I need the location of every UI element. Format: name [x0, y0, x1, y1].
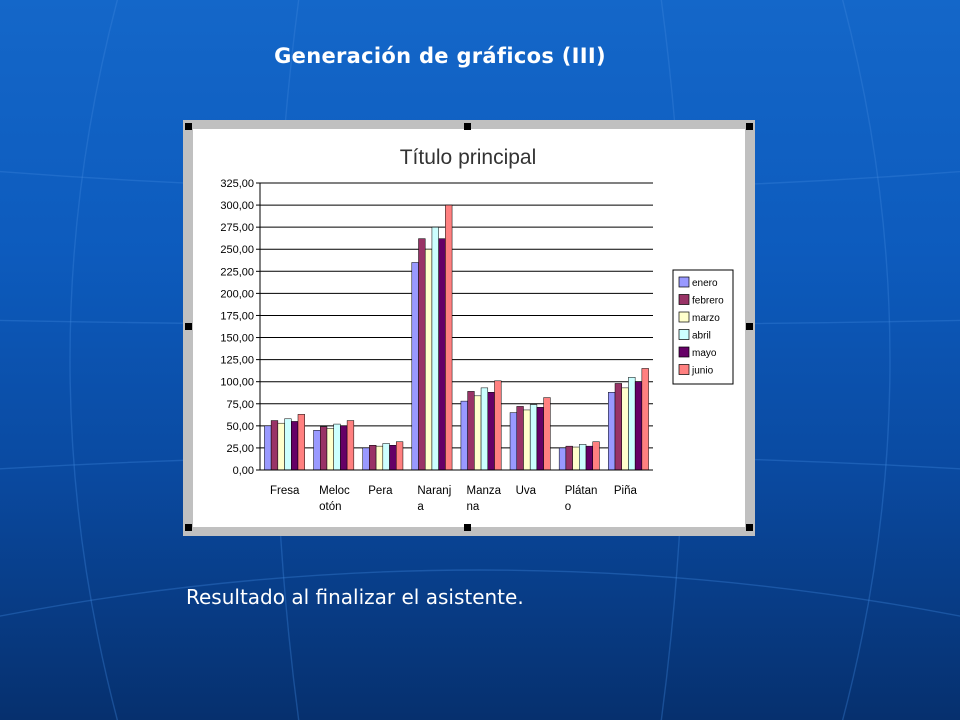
bar-mayo [340, 425, 348, 471]
legend-label-mayo: mayo [692, 348, 717, 359]
bar-mayo [487, 392, 495, 471]
bar-febrero [320, 426, 328, 471]
x-tick-label: Naranj [417, 485, 451, 497]
bar-febrero [369, 445, 377, 471]
y-tick-label: 275,00 [220, 222, 254, 234]
x-tick-label: Piña [614, 485, 638, 497]
bar-marzo [621, 387, 629, 471]
bar-chart[interactable]: Título principal 0,00 25,00 50,00 75,00 100,… [183, 120, 755, 536]
bar-abril [628, 377, 636, 471]
y-tick-label: 200,00 [220, 288, 254, 300]
y-tick-label: 125,00 [220, 355, 254, 367]
y-tick-label: 75,00 [226, 399, 254, 411]
x-tick-label: Uva [516, 485, 537, 497]
y-tick-label: 25,00 [226, 443, 254, 455]
y-tick-label: 50,00 [226, 421, 254, 433]
x-tick-label: Plátan [565, 485, 598, 497]
bar-mayo [389, 445, 397, 471]
x-tick-label: Pera [368, 485, 393, 497]
y-tick-label: 250,00 [220, 244, 254, 256]
bar-abril [284, 418, 292, 471]
bar-abril [382, 443, 390, 471]
y-axis-tick-labels: 0,00 25,00 50,00 75,00 100,00 125,00 150,00 175… [220, 178, 254, 477]
bar-mayo [634, 381, 643, 471]
bar-febrero [418, 238, 426, 471]
bar-abril [529, 404, 538, 471]
legend-label-marzo: marzo [692, 313, 720, 324]
x-tick-label: o [565, 501, 571, 513]
bar-marzo [375, 445, 384, 471]
legend-swatch-abril [678, 329, 690, 340]
bar-abril [480, 387, 489, 471]
legend-swatch-marzo [678, 311, 690, 323]
legend-swatch-enero [678, 276, 690, 288]
slide-title: Generación de gráficos (III) [274, 44, 606, 68]
y-tick-label: 0,00 [233, 465, 254, 477]
y-tick-label: 300,00 [220, 200, 254, 212]
bar-marzo [474, 395, 482, 471]
bar-enero [264, 425, 272, 471]
bar-marzo [523, 409, 531, 471]
bar-marzo [277, 422, 285, 471]
bar-abril [579, 444, 587, 471]
bar-junio [592, 441, 600, 471]
legend[interactable]: enero febrero marzo abril mayo junio [672, 269, 734, 385]
bar-febrero [270, 420, 279, 471]
bar-marzo [572, 446, 580, 471]
bar-junio [346, 420, 355, 471]
legend-label-enero: enero [692, 278, 718, 289]
x-tick-label: Manza [467, 485, 502, 497]
y-tick-label: 175,00 [220, 310, 254, 322]
legend-swatch-mayo [678, 346, 690, 358]
bar-junio [494, 380, 502, 471]
legend-swatch-junio [678, 364, 690, 375]
bar-febrero [565, 445, 573, 471]
bars [264, 204, 649, 471]
legend-swatch-febrero [678, 294, 690, 305]
chart-title: Título principal [400, 146, 537, 169]
y-tick-label: 100,00 [220, 377, 254, 389]
bar-febrero [467, 391, 475, 471]
bar-enero [608, 392, 616, 471]
bar-enero [411, 262, 419, 471]
bar-abril [431, 226, 439, 471]
bar-junio [297, 414, 305, 471]
selection-handles[interactable] [185, 123, 753, 531]
bar-mayo [536, 407, 544, 471]
gridlines [256, 182, 653, 471]
bar-febrero [516, 406, 524, 471]
bar-enero [460, 400, 468, 471]
bar-junio [641, 368, 649, 471]
slide-caption: Resultado al finalizar el asistente. [186, 585, 524, 609]
x-tick-label: otón [319, 501, 341, 513]
x-tick-label: Meloc [319, 485, 350, 497]
y-tick-label: 325,00 [220, 178, 254, 190]
bar-junio [445, 204, 453, 471]
y-tick-label: 225,00 [220, 266, 254, 278]
bar-mayo [438, 238, 446, 471]
bar-marzo [326, 428, 334, 471]
chart-container[interactable]: Título principal 0,00 25,00 50,00 75,00 100,… [183, 120, 755, 536]
bar-mayo [585, 445, 593, 471]
x-tick-label: a [417, 501, 424, 513]
legend-label-abril: abril [692, 331, 711, 342]
bar-febrero [614, 383, 622, 471]
legend-label-febrero: febrero [692, 296, 724, 307]
bar-enero [558, 447, 567, 471]
bar-abril [333, 423, 341, 471]
bar-enero [362, 447, 370, 471]
x-axis-tick-labels: Fresa Meloc otón Pera Naranj a Manza na Uva Pláta… [270, 485, 637, 513]
legend-label-junio: junio [691, 366, 714, 377]
y-tick-label: 150,00 [220, 333, 254, 345]
bar-enero [313, 430, 321, 471]
bar-junio [543, 397, 551, 471]
bar-enero [509, 412, 518, 471]
bar-junio [395, 441, 404, 471]
x-tick-label: na [467, 501, 480, 513]
x-tick-label: Fresa [270, 485, 300, 497]
bar-marzo [424, 248, 433, 471]
bar-mayo [291, 421, 299, 471]
